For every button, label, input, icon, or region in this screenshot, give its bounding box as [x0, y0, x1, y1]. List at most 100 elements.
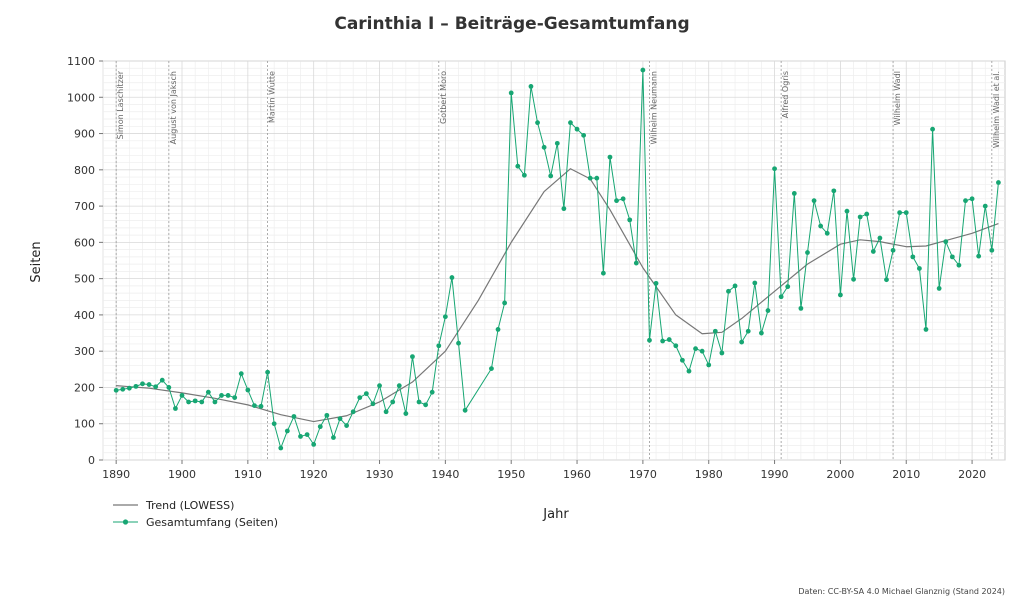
- data-point: [772, 166, 777, 172]
- data-point: [140, 381, 145, 387]
- source-note: Daten: CC-BY-SA 4.0 Michael Glanznig (St…: [798, 587, 1005, 596]
- data-point: [943, 239, 949, 245]
- data-point: [535, 120, 540, 126]
- data-point: [870, 249, 876, 254]
- data-point: [831, 188, 837, 194]
- data-point: [963, 198, 968, 204]
- data-point: [844, 208, 850, 214]
- data-point: [976, 253, 982, 259]
- data-point: [857, 214, 863, 220]
- x-axis: 1890 1900 1910 1920 1930 1940 1950 1960 1970 1980…: [102, 460, 986, 481]
- x-tick-label: 2020: [958, 468, 986, 481]
- data-point: [785, 284, 791, 290]
- data-point: [508, 90, 514, 96]
- legend-series-marker: [122, 519, 129, 525]
- x-tick-label: 1960: [563, 468, 591, 481]
- data-point: [969, 196, 975, 202]
- data-point: [363, 391, 369, 397]
- data-point: [824, 230, 830, 236]
- legend-item-trend: Trend (LOWESS): [113, 499, 234, 512]
- x-tick-label: 2000: [826, 468, 854, 481]
- data-point: [153, 384, 159, 390]
- data-point: [679, 357, 685, 363]
- data-point: [238, 371, 244, 377]
- data-point: [568, 120, 573, 126]
- data-point: [541, 144, 547, 150]
- data-point: [587, 175, 593, 181]
- data-point: [686, 368, 692, 374]
- data-point: [390, 399, 396, 405]
- data-point: [719, 350, 725, 356]
- data-point: [666, 337, 672, 342]
- data-point: [120, 386, 126, 392]
- data-point: [864, 211, 870, 217]
- y-tick-label: 400: [74, 309, 95, 322]
- data-point: [805, 250, 810, 255]
- y-tick-label: 900: [74, 128, 95, 141]
- data-point: [199, 399, 205, 405]
- editor-marker-label: August von Jaksch: [169, 71, 178, 144]
- data-point: [304, 432, 310, 438]
- data-point: [581, 132, 587, 138]
- data-point: [712, 328, 718, 334]
- data-point: [284, 428, 290, 434]
- data-point: [884, 277, 889, 283]
- data-point: [910, 254, 916, 260]
- editor-marker-label: Wilhelm Neumann: [649, 71, 658, 145]
- data-point: [574, 126, 580, 132]
- data-point: [271, 421, 277, 427]
- data-point: [232, 395, 238, 401]
- data-point: [337, 416, 343, 422]
- data-point: [838, 292, 843, 298]
- data-point: [462, 407, 468, 413]
- y-axis: 0 100 200 300 400 500 600 700 800 900 1000 1100: [67, 55, 103, 467]
- trend-line: [116, 168, 999, 423]
- data-point: [298, 434, 303, 439]
- data-point: [317, 424, 323, 430]
- y-tick-label: 1100: [67, 55, 95, 68]
- data-point: [291, 414, 297, 419]
- plot-area: [102, 60, 1006, 461]
- x-tick-label: 1940: [431, 468, 459, 481]
- data-point: [614, 198, 619, 204]
- legend-item-series: Gesamtumfang (Seiten): [113, 516, 278, 529]
- data-point: [357, 395, 363, 401]
- data-point: [765, 308, 771, 313]
- data-point: [442, 314, 448, 320]
- data-point: [173, 406, 178, 411]
- editor-marker-label: Wilhelm Wadl et al.: [992, 71, 1001, 148]
- series-layer: [113, 67, 1001, 451]
- data-point: [344, 423, 350, 428]
- data-point: [350, 409, 356, 415]
- data-point: [647, 337, 652, 343]
- data-point: [186, 399, 191, 405]
- data-point: [554, 140, 560, 146]
- data-point: [732, 283, 738, 289]
- x-axis-title: Jahr: [542, 507, 569, 522]
- data-point: [936, 286, 942, 291]
- data-point: [265, 369, 270, 375]
- data-point: [159, 377, 165, 383]
- data-point: [331, 435, 336, 440]
- data-point: [429, 389, 435, 395]
- data-point: [890, 247, 896, 253]
- editor-markers: Simon Laschitzer August von Jaksch Martin …: [115, 61, 1001, 460]
- data-point: [521, 172, 527, 178]
- data-point: [818, 223, 824, 229]
- data-point: [548, 173, 554, 179]
- data-point: [495, 327, 501, 332]
- y-tick-label: 500: [74, 273, 95, 286]
- data-point: [653, 280, 659, 286]
- y-tick-label: 600: [74, 236, 95, 249]
- major-grid: [103, 60, 1005, 461]
- data-point: [739, 339, 745, 345]
- data-point: [377, 383, 382, 389]
- data-point: [660, 338, 666, 344]
- data-point: [917, 266, 922, 271]
- data-point: [640, 67, 646, 73]
- y-tick-label: 300: [74, 345, 95, 358]
- data-point: [607, 154, 613, 160]
- data-point: [179, 393, 185, 398]
- data-point: [383, 409, 389, 415]
